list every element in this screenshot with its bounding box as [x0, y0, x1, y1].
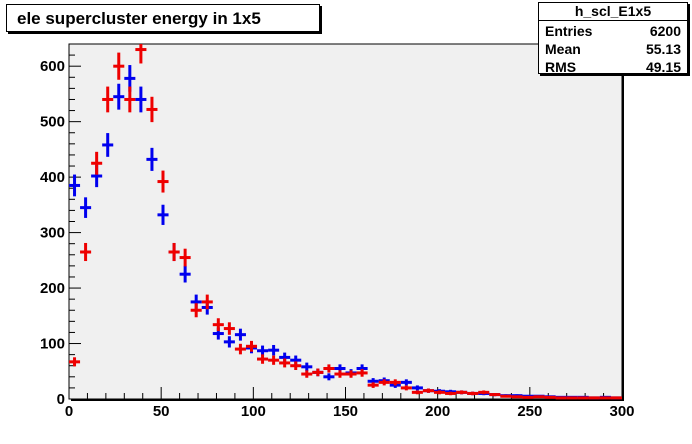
x-tick-label: 50 — [153, 403, 170, 420]
stats-row-entries: Entries 6200 — [545, 22, 681, 40]
stats-key: RMS — [545, 59, 577, 75]
y-tick-label: 200 — [40, 280, 65, 297]
stats-box: h_scl_E1x5 Entries 6200 Mean 55.13 RMS 4… — [538, 2, 688, 76]
x-tick-label: 200 — [425, 403, 450, 420]
y-tick-label: 300 — [40, 225, 65, 242]
plot-frame — [68, 43, 623, 400]
x-tick-label: 300 — [609, 403, 634, 420]
stats-row-mean: Mean 55.13 — [545, 40, 681, 58]
y-tick-label: 100 — [40, 336, 65, 353]
y-tick-label: 600 — [40, 58, 65, 75]
stats-value: 55.13 — [645, 41, 681, 57]
y-tick-label: 500 — [40, 114, 65, 131]
stats-value: 49.15 — [645, 59, 681, 75]
stats-key: Entries — [545, 23, 593, 39]
stats-histogram-name: h_scl_E1x5 — [539, 3, 687, 21]
y-tick-label: 0 — [57, 391, 65, 408]
stats-value: 6200 — [649, 23, 681, 39]
chart-title: ele supercluster energy in 1x5 — [17, 9, 261, 28]
y-tick-label: 400 — [40, 169, 65, 186]
x-tick-label: 250 — [517, 403, 542, 420]
x-tick-label: 0 — [65, 403, 73, 420]
stats-row-rms: RMS 49.15 — [545, 58, 681, 76]
x-tick-label: 100 — [241, 403, 266, 420]
stats-key: Mean — [545, 41, 581, 57]
title-box: ele supercluster energy in 1x5 — [6, 4, 320, 32]
x-tick-label: 150 — [333, 403, 358, 420]
